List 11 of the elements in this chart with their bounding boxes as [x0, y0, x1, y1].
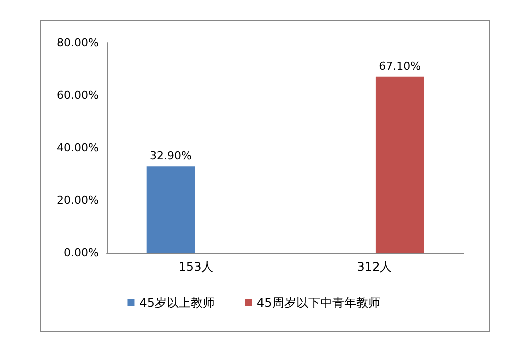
- legend-label: 45岁以上教师: [140, 296, 216, 310]
- data-label: 32.90%: [150, 150, 192, 163]
- y-tick-label: 80.00%: [57, 36, 99, 50]
- x-tick-label: 312人: [357, 260, 392, 274]
- legend-label: 45周岁以下中青年教师: [257, 296, 380, 310]
- y-tick-label: 0.00%: [64, 246, 99, 260]
- y-tick-label: 20.00%: [57, 194, 99, 207]
- data-label: 67.10%: [379, 60, 422, 73]
- x-tick-label: 153人: [178, 260, 214, 274]
- y-tick-label: 40.00%: [57, 142, 99, 154]
- y-tick-label: 60.00%: [57, 89, 99, 102]
